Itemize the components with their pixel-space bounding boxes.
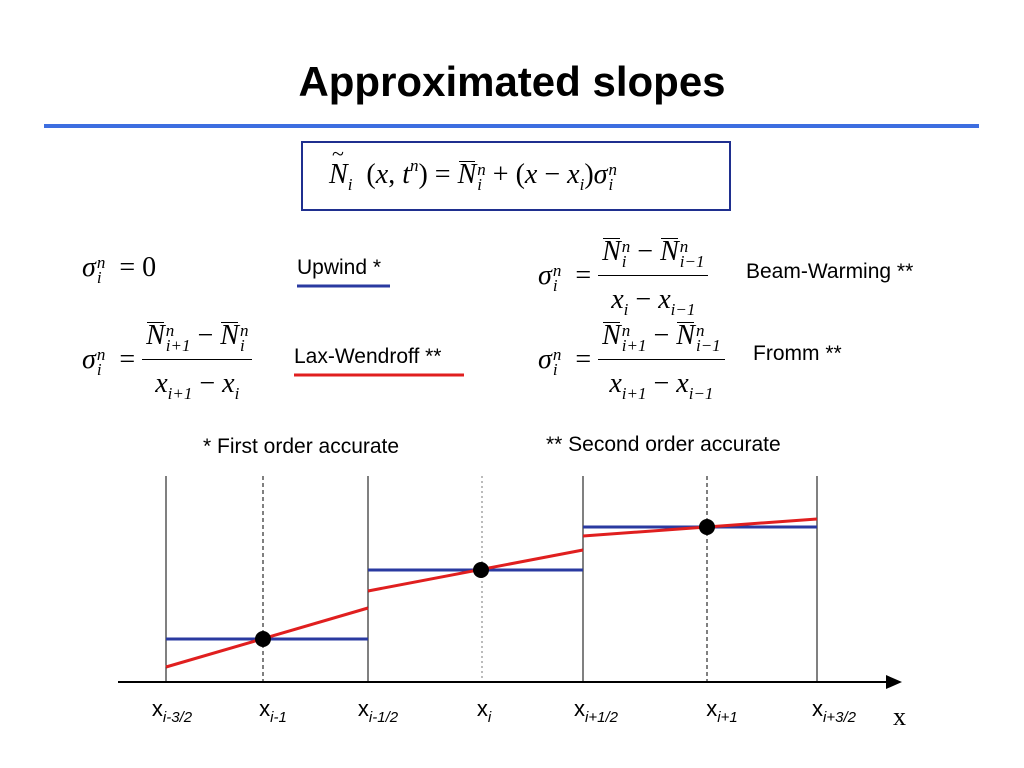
tick-sub: i+1/2 <box>585 709 618 726</box>
lax-wendroff-name: Lax-Wendroff <box>294 345 420 368</box>
tick-label-i+1: xi+1 <box>706 696 737 726</box>
x-axis-name: x <box>893 702 906 731</box>
tick-sub: i+1 <box>717 709 738 726</box>
tick-base: x <box>706 696 718 721</box>
lax-wendroff-label: Lax-Wendroff ** <box>294 345 441 369</box>
fromm-mark: ** <box>819 342 842 365</box>
tick-label-i-1: xi-1 <box>259 696 287 726</box>
cell-center-point-i+1 <box>699 519 715 535</box>
tick-sub: i-1 <box>270 709 287 726</box>
tick-label-i-3-2: xi-3/2 <box>152 696 192 726</box>
fromm-name: Fromm <box>753 342 820 365</box>
cell-center-point-i <box>473 562 489 578</box>
beam-warming-label: Beam-Warming ** <box>746 260 913 284</box>
main-formula: Ni (x, tn) = Nni + (x − xi)σni <box>329 141 617 195</box>
upwind-name: Upwind <box>297 256 368 279</box>
tick-base: x <box>259 696 271 721</box>
tick-label-i: xi <box>477 696 491 726</box>
tick-sub: i-3/2 <box>162 709 193 726</box>
arrow-right-icon <box>886 675 902 689</box>
tick-sub: i <box>487 709 492 726</box>
second-order-note: ** Second order accurate <box>546 433 781 456</box>
lax-wendroff-mark: ** <box>419 345 442 368</box>
tick-base: x <box>357 696 369 721</box>
tick-label-i+3-2: xi+3/2 <box>812 696 856 726</box>
page-title: Approximated slopes <box>298 58 726 105</box>
title-rule <box>44 124 979 128</box>
tick-base: x <box>812 696 824 721</box>
formula-box: Ni (x, tn) = Nni + (x − xi)σni <box>301 141 731 211</box>
tick-base: x <box>151 696 163 721</box>
first-order-note: * First order accurate <box>203 435 400 458</box>
fromm-label: Fromm ** <box>753 342 842 366</box>
tick-base: x <box>574 696 586 721</box>
tick-sub: i+3/2 <box>823 709 856 726</box>
upwind-mark: * <box>367 256 382 279</box>
tick-sub: i-1/2 <box>368 709 399 726</box>
beam-warming-name: Beam-Warming <box>746 260 892 283</box>
upwind-label: Upwind * <box>297 256 381 280</box>
tick-label-i+1-2: xi+1/2 <box>574 696 618 726</box>
cell-center-point-i-1 <box>255 631 271 647</box>
beam-warming-mark: ** <box>891 260 914 283</box>
tick-label-i-1-2: xi-1/2 <box>358 696 398 726</box>
tick-base: x <box>476 696 488 721</box>
